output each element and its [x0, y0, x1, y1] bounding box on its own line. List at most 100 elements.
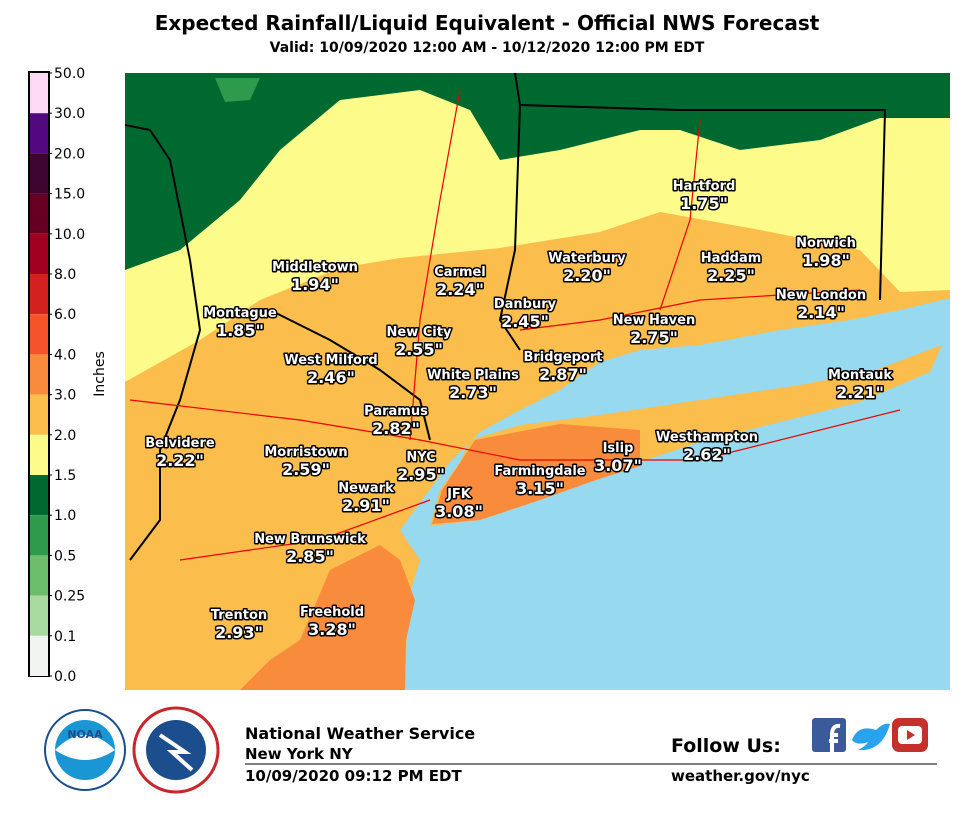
legend-tick-label: 0.0 [54, 669, 76, 685]
city-amount: 2.45" [501, 312, 549, 331]
city-name: Freehold [300, 605, 364, 620]
legend-tick-label: 0.5 [54, 548, 76, 564]
legend-tick-label: 1.5 [54, 468, 76, 484]
legend-swatch [30, 233, 48, 274]
city-amount: 1.75" [680, 194, 728, 213]
legend-tick-label: 15.0 [54, 187, 85, 203]
legend-tick-label: 6.0 [54, 307, 76, 323]
legend-tick-label: 0.1 [54, 629, 76, 645]
city-name: Farmingdale [494, 464, 585, 479]
city-name: Newark [338, 481, 394, 496]
city-name: Montauk [828, 368, 892, 383]
legend-tick-label: 50.0 [54, 66, 85, 82]
noaa-logo: NOAA [44, 709, 126, 791]
legend-tick-label: 3.0 [54, 388, 76, 404]
legend-swatch [30, 314, 48, 355]
city-name: Haddam [701, 251, 762, 266]
city-amount: 2.73" [449, 383, 497, 402]
city-amount: 2.93" [215, 623, 263, 642]
title: Expected Rainfall/Liquid Equivalent - Of… [155, 11, 820, 35]
follow: Follow Us: [671, 735, 781, 757]
legend-swatch [30, 274, 48, 315]
location: New York NY [245, 745, 354, 763]
city-amount: 2.87" [539, 365, 587, 384]
city-amount: 3.28" [308, 620, 356, 639]
legend-title: Inches [92, 351, 108, 396]
twitter-icon[interactable] [852, 723, 890, 751]
legend-tick-label: 1.0 [54, 508, 76, 524]
youtube-icon[interactable] [892, 718, 928, 752]
city-amount: 2.46" [307, 368, 355, 387]
city-amount: 2.82" [372, 419, 420, 438]
legend-swatch [30, 555, 48, 596]
city-amount: 2.95" [397, 465, 445, 484]
city-name: Danbury [494, 297, 557, 312]
city-name: Norwich [796, 236, 856, 251]
city-amount: 2.24" [436, 280, 484, 299]
city-amount: 3.08" [435, 502, 483, 521]
city-amount: 2.75" [630, 328, 678, 347]
city-amount: 1.85" [216, 321, 264, 340]
city-amount: 2.59" [282, 460, 330, 479]
city-name: New London [776, 288, 866, 303]
issued: 10/09/2020 09:12 PM EDT [245, 767, 462, 785]
city-name: Middletown [272, 260, 358, 275]
city-amount: 3.07" [594, 456, 642, 475]
legend-tick-label: 0.25 [54, 589, 85, 605]
city-amount: 2.25" [707, 266, 755, 285]
legend-swatch [30, 193, 48, 234]
city-name: Westhampton [656, 430, 758, 445]
city-name: New Brunswick [254, 532, 366, 547]
legend-swatch [30, 113, 48, 154]
city-amount: 2.14" [797, 303, 845, 322]
city-amount: 2.85" [286, 547, 334, 566]
legend: 50.0 30.0 20.0 15.0 10.0 8.0 6.0 4.0 3.0 2.0 1.5 1.… [30, 66, 85, 685]
city-amount: 2.22" [156, 451, 204, 470]
city-name: Hartford [673, 179, 736, 194]
city-name: Islip [603, 441, 634, 456]
city-name: Montague [203, 306, 277, 321]
city-name: White Plains [427, 368, 519, 383]
legend-swatch [30, 394, 48, 435]
city-name: Paramus [364, 404, 428, 419]
city-name: JFK [446, 487, 472, 502]
city-name: Trenton [211, 608, 267, 623]
legend-tick-label: 2.0 [54, 428, 76, 444]
legend-tick-label: 10.0 [54, 227, 85, 243]
city-name: Carmel [434, 265, 486, 280]
subtitle: Valid: 10/09/2020 12:00 AM - 10/12/2020 … [270, 40, 705, 56]
city-amount: 2.91" [342, 496, 390, 515]
city-name: West Milford [284, 353, 377, 368]
legend-swatch [30, 434, 48, 475]
city-name: Bridgeport [523, 350, 602, 365]
city-amount: 3.15" [516, 479, 564, 498]
legend-swatch [30, 635, 48, 676]
facebook-icon[interactable] [812, 718, 846, 752]
legend-tick-label: 4.0 [54, 347, 76, 363]
city-amount: 2.55" [395, 340, 443, 359]
legend-tick-label: 8.0 [54, 267, 76, 283]
legend-swatch [30, 595, 48, 636]
legend-tick-label: 30.0 [54, 106, 85, 122]
nws-logo [132, 706, 220, 794]
city-amount: 2.62" [683, 445, 731, 464]
city-name: Belvidere [145, 436, 215, 451]
city-name: Morristown [264, 445, 347, 460]
city-amount: 1.98" [802, 251, 850, 270]
map [124, 72, 950, 690]
legend-swatch [30, 354, 48, 395]
city-amount: 1.94" [291, 275, 339, 294]
legend-swatch [30, 515, 48, 556]
website[interactable]: weather.gov/nyc [671, 767, 810, 785]
legend-swatch [30, 475, 48, 516]
legend-tick-label: 20.0 [54, 146, 85, 162]
city-name: Waterbury [548, 251, 626, 266]
legend-swatch [30, 73, 48, 114]
city-name: New Haven [613, 313, 695, 328]
noaa-text: NOAA [67, 728, 103, 741]
city-name: New City [387, 325, 452, 340]
city-amount: 2.20" [563, 266, 611, 285]
